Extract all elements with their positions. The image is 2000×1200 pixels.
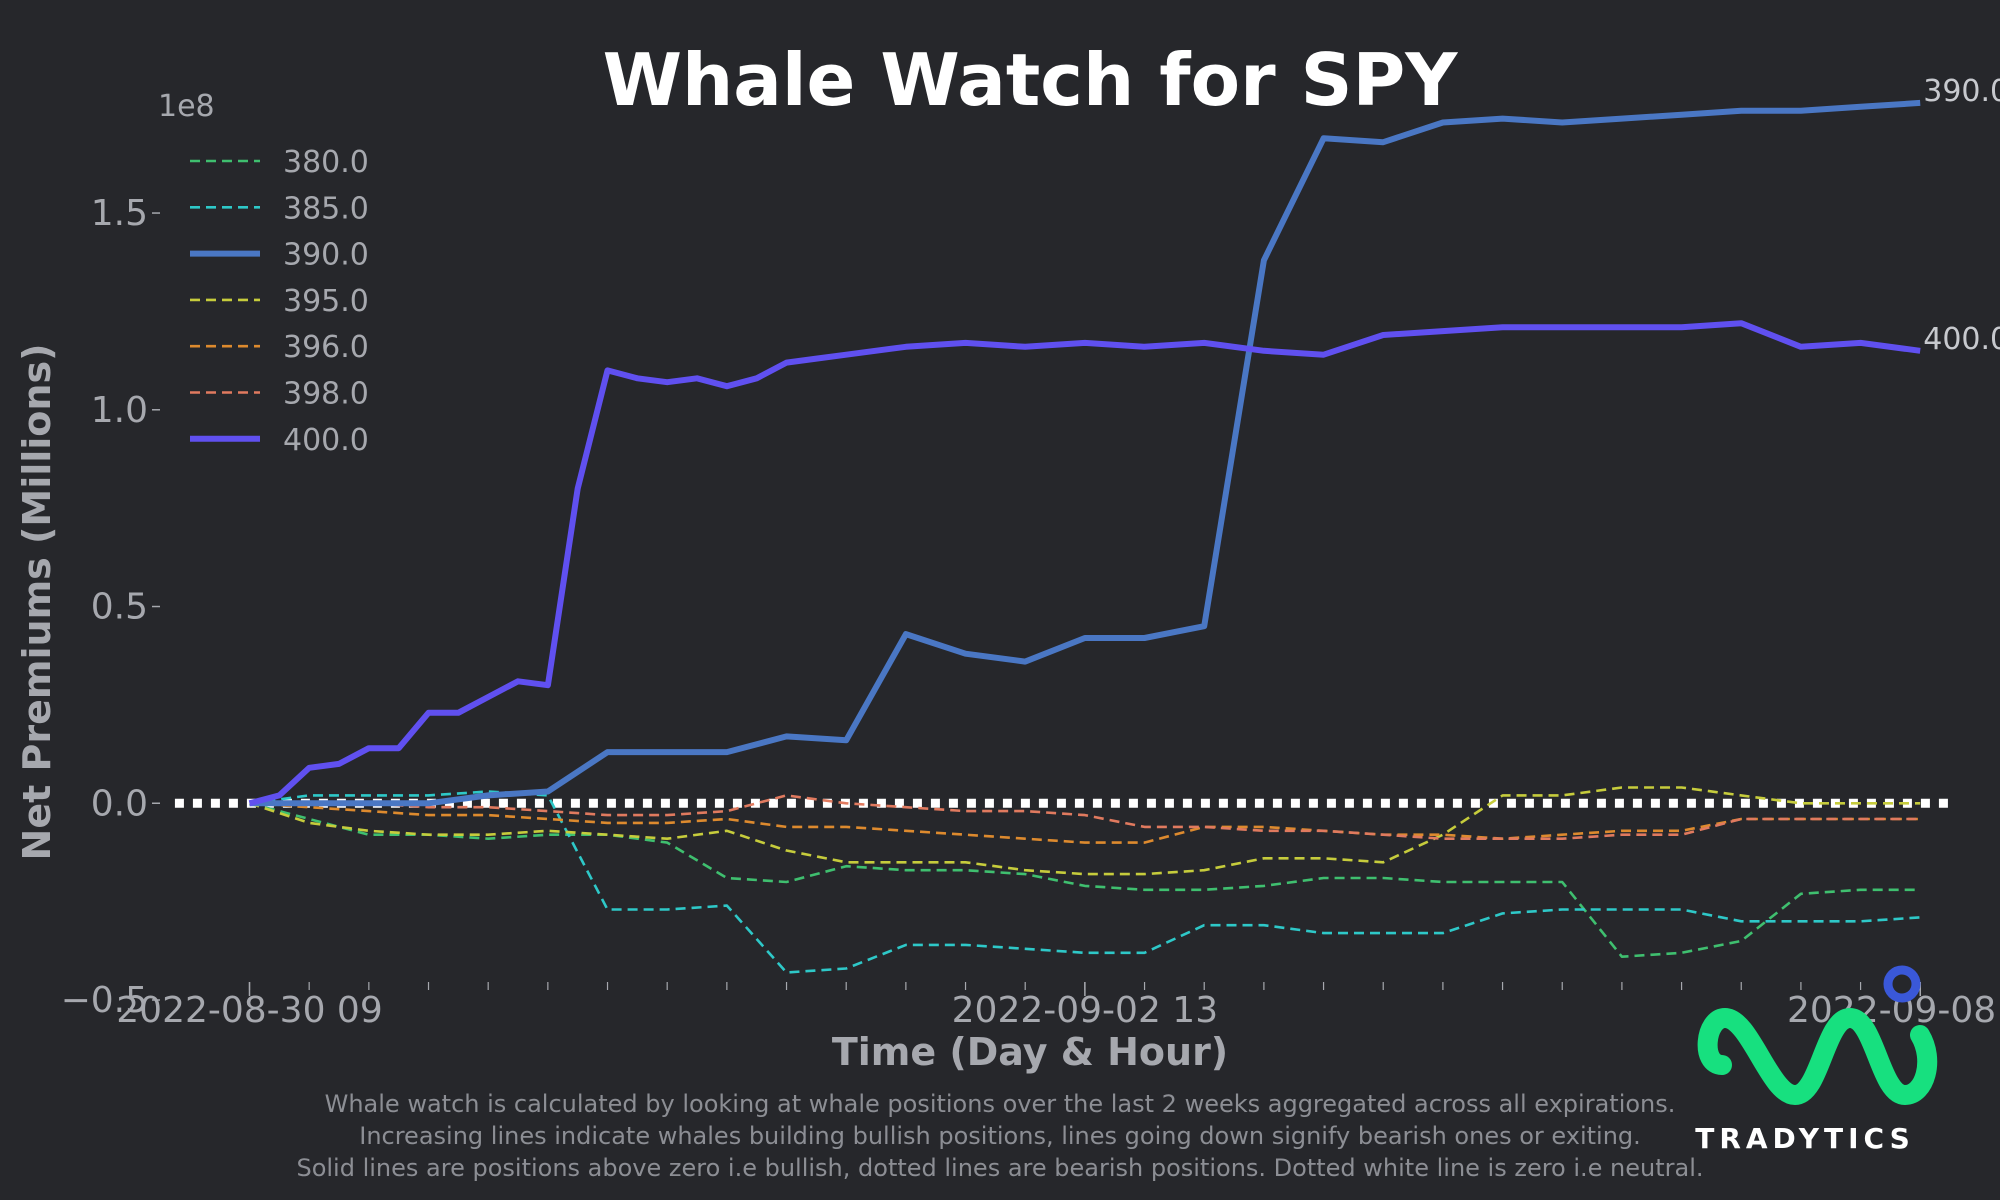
- footnote-line-1: Whale watch is calculated by looking at …: [325, 1090, 1676, 1118]
- x-axis-label: Time (Day & Hour): [832, 1030, 1228, 1074]
- legend-label: 380.0: [283, 145, 369, 180]
- tradytics-logo-icon: [1697, 1008, 1938, 1105]
- legend: 380.0 385.0 390.0 395.0 396.0 398.0 400.0: [190, 145, 369, 458]
- footnote-line-2: Increasing lines indicate whales buildin…: [359, 1122, 1641, 1150]
- series-line-400.0: [248, 320, 1921, 807]
- series-line-396.0: [249, 802, 1921, 844]
- x-tick-label: 2022-09-02 13: [952, 990, 1218, 1031]
- y-axis-label: Net Premiums (Millions): [15, 344, 59, 861]
- footnote-line-3: Solid lines are positions above zero i.e…: [296, 1154, 1703, 1182]
- brand-logo: TRADYTICS: [1695, 965, 1938, 1155]
- y-tick-label: 1.5: [91, 193, 148, 234]
- y-tick-label: 1.0: [91, 390, 148, 431]
- y-tick-label: 0.5: [91, 587, 148, 628]
- brand-dot-icon: [1883, 965, 1921, 1003]
- chart-title: Whale Watch for SPY: [603, 38, 1459, 122]
- x-tick-label: 2022-08-30 09: [116, 990, 382, 1031]
- y-tick-label: −0.5: [61, 980, 148, 1021]
- y-tick-label: 0.0: [91, 783, 148, 824]
- legend-label: 390.0: [283, 238, 369, 273]
- series-line-390.0: [249, 99, 1921, 807]
- series-line-398.0: [249, 794, 1921, 841]
- series-layer: [248, 99, 1921, 974]
- series-line-385.0: [249, 790, 1921, 974]
- end-label-400.0: 400.0: [1923, 322, 2000, 357]
- legend-label: 395.0: [283, 284, 369, 319]
- series-line-380.0: [249, 802, 1921, 959]
- legend-label: 400.0: [283, 423, 369, 458]
- end-label-390.0: 390.0: [1923, 74, 2000, 109]
- legend-label: 385.0: [283, 191, 369, 226]
- brand-name: TRADYTICS: [1695, 1122, 1915, 1155]
- y-axis-ticks: −0.5 0.0 0.5 1.0 1.5: [61, 193, 160, 1021]
- legend-label: 398.0: [283, 377, 369, 412]
- y-multiplier: 1e8: [158, 89, 215, 124]
- legend-label: 396.0: [283, 330, 369, 365]
- end-labels: 390.0 400.0: [1923, 74, 2000, 357]
